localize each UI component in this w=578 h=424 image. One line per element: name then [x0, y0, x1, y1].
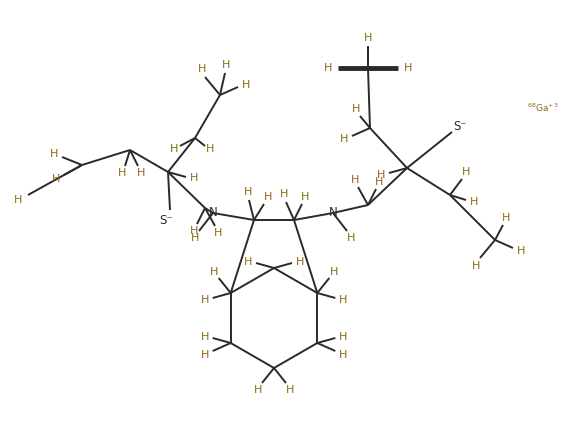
Text: H: H — [244, 187, 252, 197]
Text: H: H — [352, 104, 360, 114]
Text: H: H — [14, 195, 22, 205]
Text: H: H — [118, 168, 126, 178]
Text: H: H — [209, 267, 218, 277]
Text: H: H — [375, 177, 383, 187]
Text: H: H — [340, 134, 348, 144]
Text: N: N — [329, 206, 338, 220]
Text: H: H — [339, 295, 347, 305]
Text: H: H — [222, 60, 230, 70]
Text: H: H — [201, 350, 209, 360]
Text: H: H — [244, 257, 252, 267]
Text: H: H — [324, 63, 332, 73]
Text: H: H — [472, 261, 480, 271]
Text: H: H — [280, 189, 288, 199]
Text: H: H — [462, 167, 470, 177]
Text: H: H — [296, 257, 304, 267]
Text: H: H — [339, 332, 347, 342]
Text: H: H — [191, 233, 199, 243]
Text: H: H — [517, 246, 525, 256]
Text: H: H — [201, 332, 209, 342]
Text: H: H — [377, 170, 385, 180]
Text: H: H — [470, 197, 478, 207]
Text: H: H — [201, 295, 209, 305]
Text: H: H — [242, 80, 250, 90]
Text: H: H — [50, 149, 58, 159]
Text: H: H — [190, 226, 198, 236]
Text: H: H — [137, 168, 145, 178]
Text: H: H — [52, 174, 60, 184]
Text: $^{68}$Ga$^{+3}$: $^{68}$Ga$^{+3}$ — [527, 102, 559, 114]
Text: H: H — [198, 64, 206, 74]
Text: H: H — [404, 63, 412, 73]
Text: H: H — [206, 144, 214, 154]
Text: H: H — [286, 385, 294, 395]
Text: H: H — [351, 175, 359, 185]
Text: H: H — [254, 385, 262, 395]
Text: H: H — [339, 350, 347, 360]
Text: H: H — [214, 228, 222, 238]
Text: N: N — [209, 206, 217, 220]
Text: H: H — [264, 192, 272, 202]
Text: H: H — [502, 213, 510, 223]
Text: H: H — [170, 144, 178, 154]
Text: H: H — [347, 233, 355, 243]
Text: H: H — [301, 192, 309, 202]
Text: H: H — [190, 173, 198, 183]
Text: S⁻: S⁻ — [453, 120, 467, 132]
Text: H: H — [364, 33, 372, 43]
Text: S⁻: S⁻ — [159, 214, 173, 226]
Text: H: H — [330, 267, 339, 277]
